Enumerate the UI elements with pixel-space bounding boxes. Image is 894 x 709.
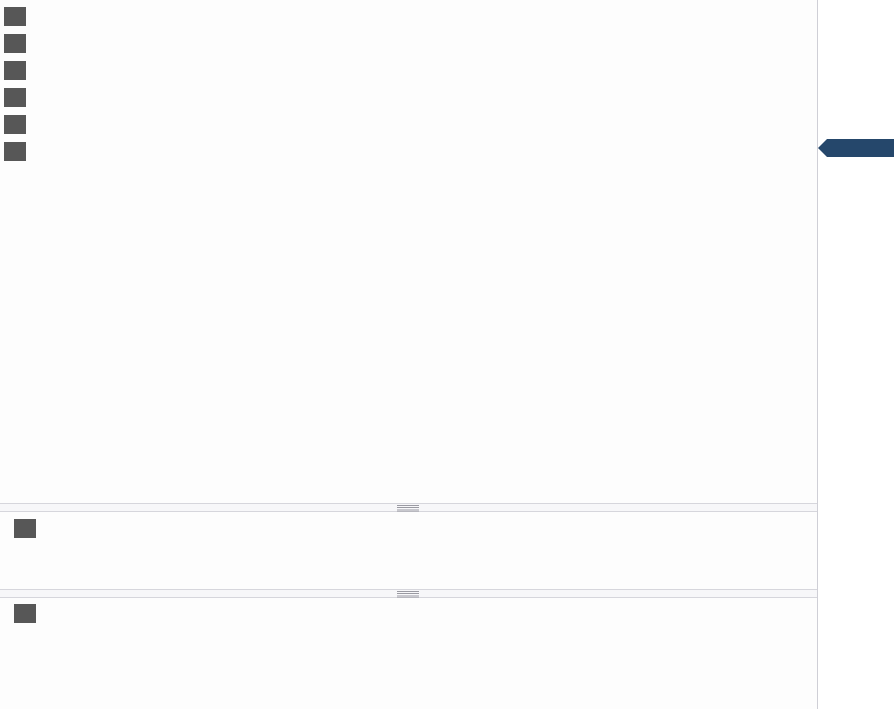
legend-label	[9, 88, 26, 107]
legend-item-sma200[interactable]	[4, 61, 26, 80]
legend-item-sma50[interactable]	[4, 88, 26, 107]
legend-label	[9, 61, 26, 80]
panel-divider-macd[interactable]	[0, 589, 817, 598]
legend-label	[9, 34, 26, 53]
rsi-label-text	[19, 519, 36, 538]
panel-divider-rsi[interactable]	[0, 503, 817, 512]
macd-panel-label[interactable]	[14, 604, 36, 623]
legend-label	[9, 7, 26, 26]
legend-item-ema21[interactable]	[4, 115, 26, 134]
legend-label	[9, 142, 26, 161]
rsi-panel-label[interactable]	[14, 519, 36, 538]
legend-item-auto-trend-lines[interactable]	[4, 34, 26, 53]
price-axis[interactable]	[817, 0, 894, 709]
resize-grip-icon[interactable]	[397, 591, 419, 598]
legend-item-audnzd[interactable]	[4, 7, 26, 26]
legend-item-pivot-points[interactable]	[4, 142, 26, 161]
legend-label	[9, 115, 26, 134]
macd-label-text	[19, 604, 36, 623]
current-price-badge	[818, 139, 894, 157]
resize-grip-icon[interactable]	[397, 505, 419, 512]
